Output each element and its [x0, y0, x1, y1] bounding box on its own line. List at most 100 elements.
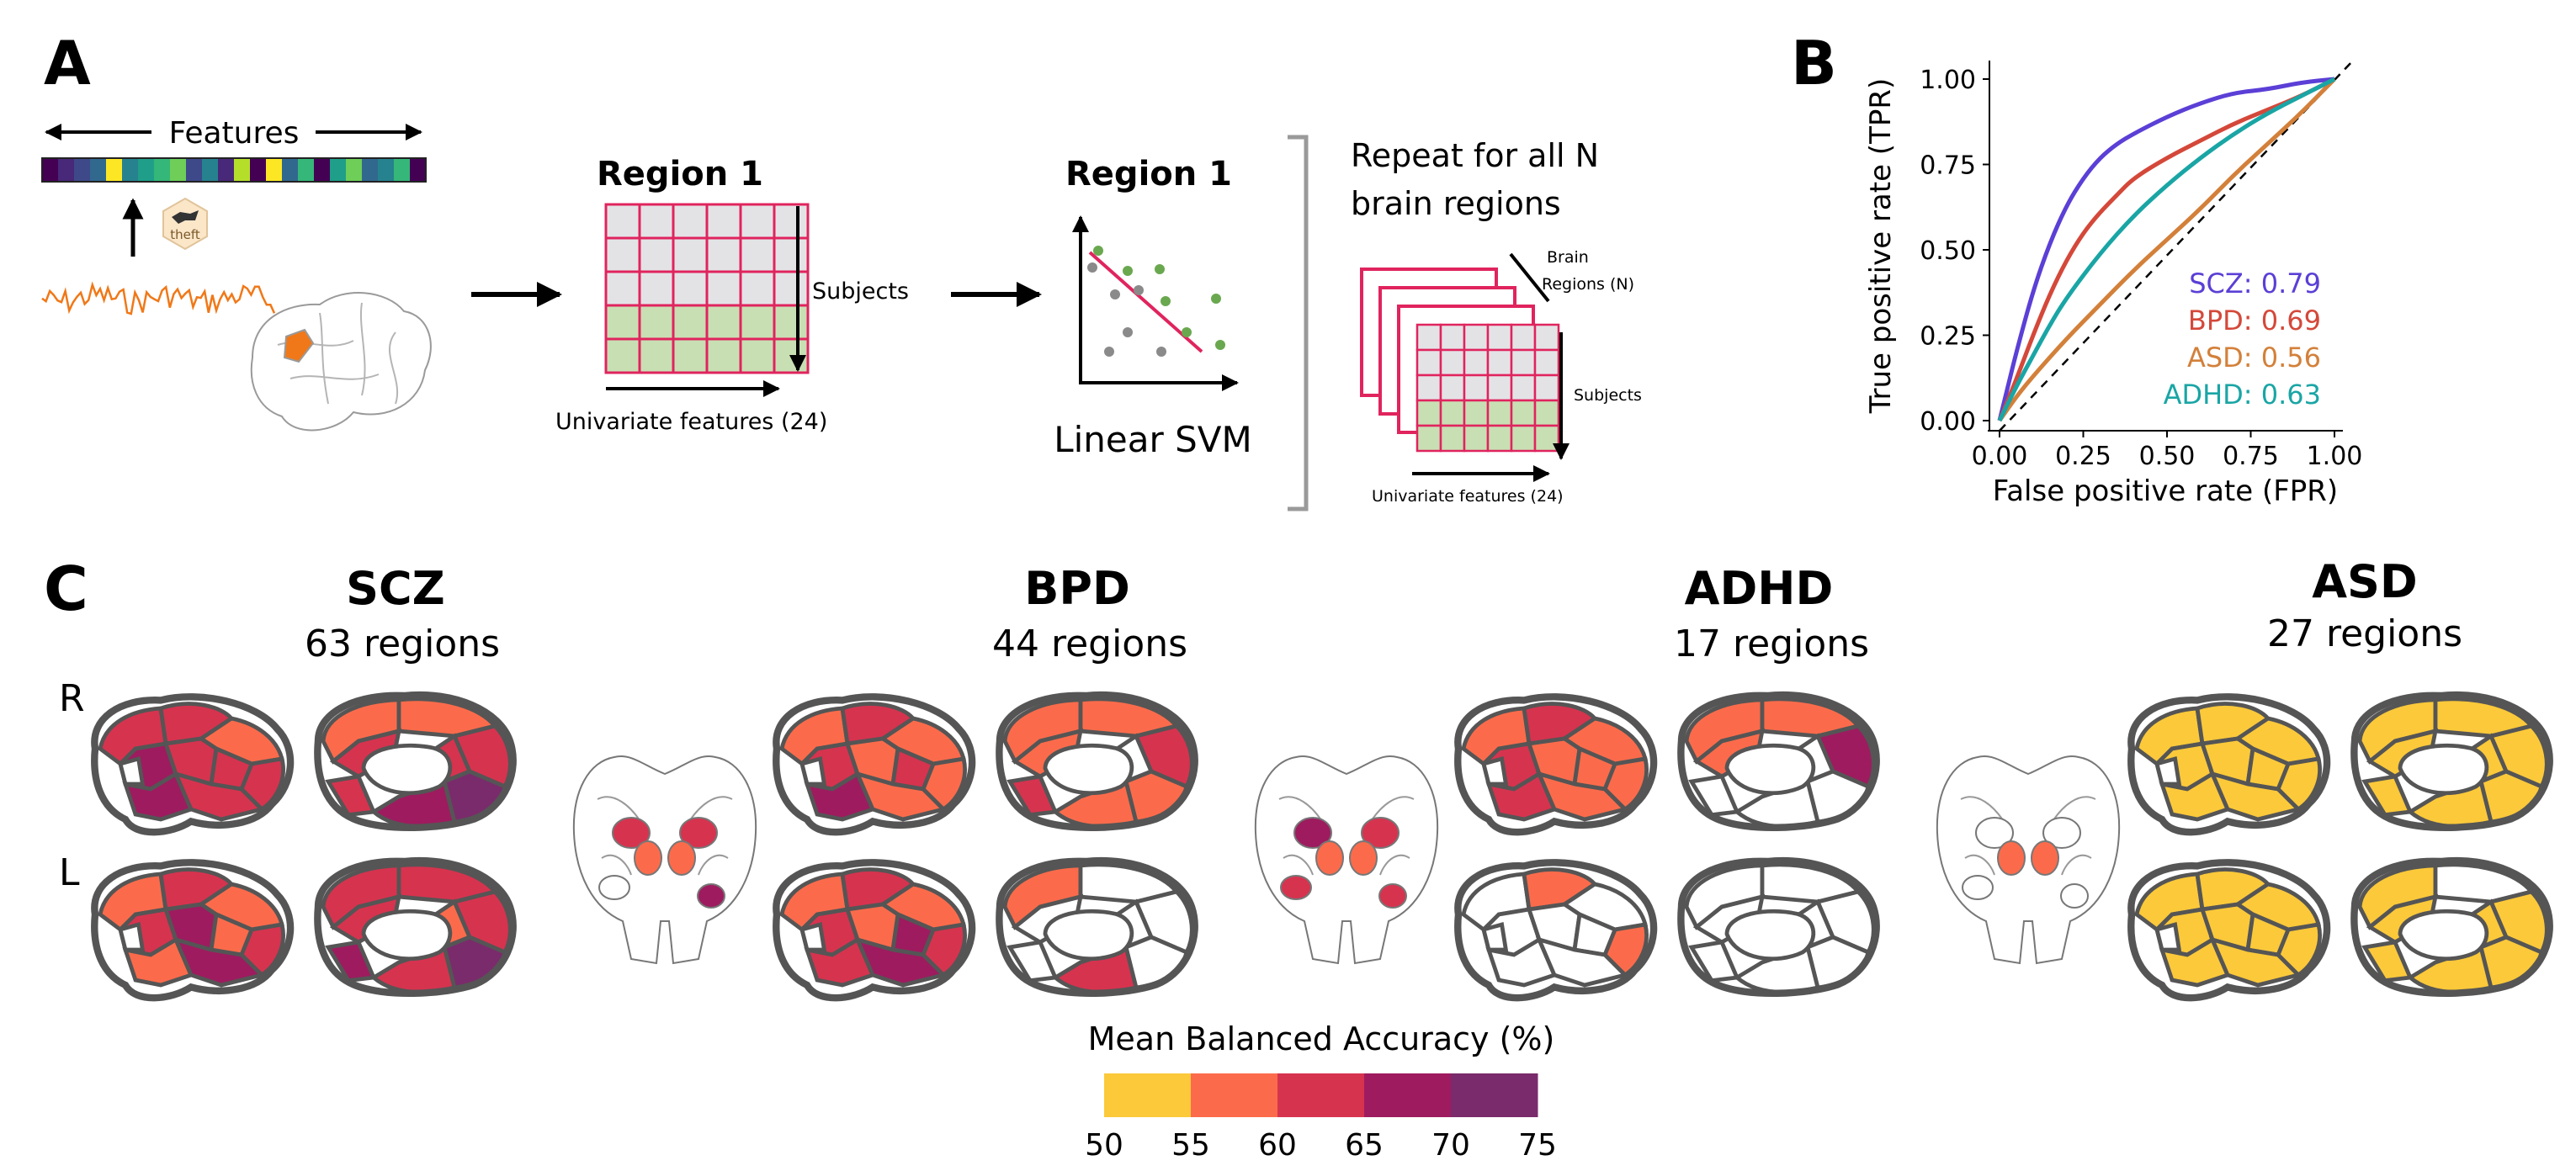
brain-medial-left: [2350, 856, 2553, 997]
matrix-cell: [1486, 348, 1513, 377]
brain-medial-left: [1677, 856, 1880, 997]
subcortex-coronal-slice: [1936, 755, 2121, 965]
matrix-cell: [1439, 323, 1466, 352]
feature-cell: [282, 158, 299, 182]
colorbar-tick-label: 50: [1085, 1128, 1123, 1163]
matrix-cell: [1415, 424, 1442, 453]
colorbar-swatch: [1451, 1073, 1538, 1117]
colorbar-tick-label: 65: [1345, 1128, 1384, 1163]
matrix-cell: [1486, 399, 1513, 427]
svm-point-green: [1161, 296, 1171, 306]
stack-univariate-label: Univariate features (24): [1372, 487, 1564, 506]
colorbar-tick-label: 75: [1518, 1128, 1557, 1163]
brain-medial-right: [1677, 691, 1880, 831]
roc-ticks: 0.00 0.25 0.50 0.75 1.00 0.00 0.25 0.50 0.75 1.00: [1920, 66, 2362, 471]
subcortical-region: [1997, 840, 2026, 876]
subcortical-region: [697, 883, 725, 909]
colorbar-title: Mean Balanced Accuracy (%): [1088, 1020, 1555, 1057]
feature-cell: [74, 158, 91, 182]
matrix-cell: [672, 236, 709, 273]
colorbar-swatch: [1191, 1073, 1278, 1117]
theft-logo-icon: [172, 210, 199, 224]
brain-parcel: [1535, 771, 1629, 822]
matrix-cell: [1533, 424, 1560, 453]
features-label: Features: [169, 116, 300, 151]
roc-y-tick-label: 0.25: [1920, 322, 1976, 352]
brain-parcel: [2208, 771, 2302, 822]
brain-maps: [91, 691, 2553, 1002]
matrix-cell: [672, 304, 709, 341]
feature-cell: [346, 158, 363, 182]
subcortical-region: [679, 817, 718, 849]
group-scz-regions: 63 regions: [305, 623, 500, 665]
colorbar-swatch: [1104, 1073, 1192, 1117]
linear-svm-label: Linear SVM: [1054, 419, 1252, 460]
roc-y-tick-label: 1.00: [1920, 66, 1976, 95]
subcortical-region: [2060, 883, 2089, 909]
brain-lateral-left: [773, 859, 976, 1002]
roc-x-tick-label: 0.75: [2223, 442, 2279, 471]
brain-medial-right: [314, 691, 517, 831]
feature-cell: [362, 158, 379, 182]
roc-y-tick-label: 0.50: [1920, 236, 1976, 266]
brain-parcel: [1692, 893, 1766, 945]
svm-point-green: [1215, 340, 1225, 350]
roc-line-asd: [1997, 77, 2336, 422]
roc-line-adhd: [1997, 77, 2336, 422]
brain-parcel: [853, 771, 948, 822]
feature-bar-border: [41, 157, 427, 183]
colorbar-tick-label: 60: [1258, 1128, 1297, 1163]
matrix-cell: [1463, 374, 1490, 402]
matrix-cell: [1510, 348, 1537, 377]
brain-parcel: [1011, 728, 1084, 779]
hemisphere-right-label: R: [59, 677, 85, 720]
svm-point-gray: [1134, 285, 1144, 295]
subjects-label: Subjects: [812, 278, 909, 305]
brain-parcel: [853, 936, 948, 988]
roc-line-bpd: [1997, 77, 2336, 421]
feature-cell: [218, 158, 235, 182]
panel-c: R L SCZ 63 regions BPD 44 regions ADHD 1…: [59, 555, 2553, 1163]
feature-cell: [298, 158, 315, 182]
roc-line-scz: [1997, 77, 2335, 421]
brain-medial-left: [314, 856, 517, 997]
roc-x-label: False positive rate (FPR): [1993, 474, 2338, 508]
subcortex-coronal-slice: [1254, 755, 1439, 965]
theft-logo: [162, 197, 208, 251]
roc-legend-bpd: BPD: 0.69: [2188, 305, 2321, 336]
roc-legend: SCZ: 0.79 BPD: 0.69 ASD: 0.56 ADHD: 0.63: [2164, 268, 2321, 411]
roc-legend-scz: SCZ: 0.79: [2189, 268, 2321, 299]
matrix-cell: [1415, 323, 1442, 352]
matrix-cell: [1439, 399, 1466, 427]
matrix-cell: [672, 270, 709, 307]
time-series: [41, 281, 276, 315]
panel-label-b: B: [1791, 28, 1837, 98]
subcortical-region: [667, 840, 696, 876]
matrix-cell: [604, 203, 641, 240]
roc-x-tick-label: 0.00: [1972, 442, 2028, 471]
matrix-cell: [1510, 323, 1537, 352]
brain-lateral-right: [1454, 693, 1658, 836]
svm-point-gray: [1110, 289, 1120, 299]
feature-cell: [202, 158, 219, 182]
brain-parcel: [2208, 936, 2302, 988]
repeat-line-2: brain regions: [1351, 185, 1561, 222]
brain-regions-arrow: [1509, 252, 1550, 303]
matrix-cell: [773, 203, 810, 240]
repeat-bracket: [1288, 135, 1309, 511]
brain-parcel: [329, 728, 402, 779]
matrix-cell: [1510, 374, 1537, 402]
matrix-cell: [1415, 348, 1442, 377]
subcortex-coronal-slice: [572, 755, 757, 965]
subcortical-region: [598, 875, 630, 900]
univariate-label: Univariate features (24): [555, 409, 827, 435]
matrix-cell: [638, 236, 675, 273]
subcortical-region: [1315, 840, 1344, 876]
roc-legend-asd: ASD: 0.56: [2187, 342, 2321, 374]
matrix-cell: [1486, 374, 1513, 402]
colorbar-tick-label: 55: [1171, 1128, 1210, 1163]
brain-parcel: [329, 893, 402, 945]
feature-cell: [42, 158, 59, 182]
subcortical-region: [1280, 875, 1312, 900]
